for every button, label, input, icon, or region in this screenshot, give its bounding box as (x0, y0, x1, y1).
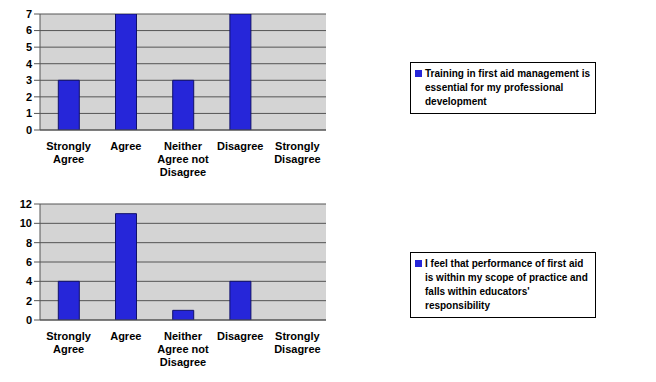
svg-text:NeitherAgree notDisagree: NeitherAgree notDisagree (157, 140, 209, 178)
svg-text:10: 10 (20, 217, 32, 229)
svg-text:Disagree: Disagree (217, 140, 263, 152)
svg-text:8: 8 (26, 237, 32, 249)
svg-text:2: 2 (26, 91, 32, 103)
svg-text:4: 4 (26, 275, 33, 287)
html-text:Training in first aid manageme: Training in first aid management is esse… (425, 68, 590, 107)
svg-text:5: 5 (26, 41, 32, 53)
svg-text:Disagree: Disagree (217, 330, 263, 342)
svg-text:3: 3 (26, 74, 32, 86)
svg-text:Agree: Agree (110, 330, 141, 342)
svg-text:StronglyDisagree: StronglyDisagree (274, 140, 320, 165)
svg-text:StronglyAgree: StronglyAgree (46, 140, 91, 165)
svg-text:4: 4 (26, 58, 33, 70)
svg-text:1: 1 (26, 107, 32, 119)
svg-text:StronglyAgree: StronglyAgree (46, 330, 91, 355)
svg-text:NeitherAgree notDisagree: NeitherAgree notDisagree (157, 330, 209, 368)
svg-text:12: 12 (20, 198, 32, 210)
svg-text:7: 7 (26, 8, 32, 20)
svg-text:StronglyDisagree: StronglyDisagree (274, 330, 320, 355)
svg-text:2: 2 (26, 295, 32, 307)
svg-text:6: 6 (26, 24, 32, 36)
html-text:I feel that performance of fir: I feel that performance of first aid is … (425, 258, 588, 311)
svg-text:6: 6 (26, 256, 32, 268)
svg-text:Agree: Agree (110, 140, 141, 152)
svg-text:0: 0 (26, 124, 32, 136)
svg-text:0: 0 (26, 314, 32, 326)
